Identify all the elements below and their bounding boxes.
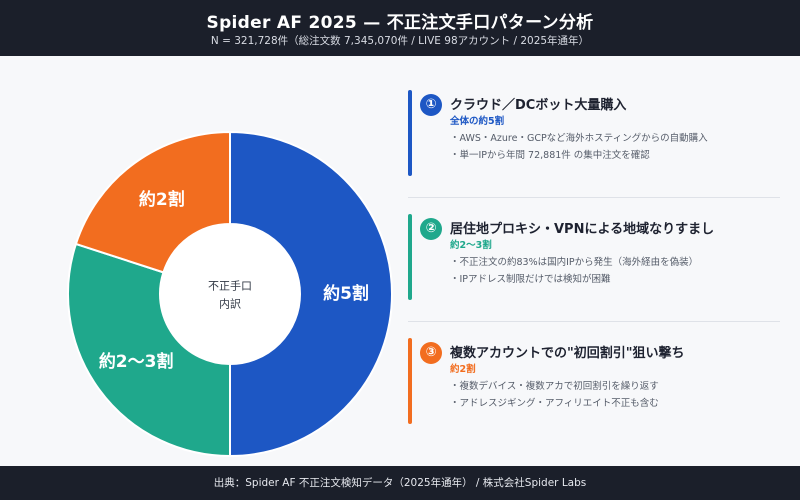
slice-label-2: 約2〜3割 — [99, 351, 174, 372]
pattern-item-proxy-vpn: ② 居住地プロキシ・VPNによる地域なりすまし 約2〜3割 ・不正注文の約83%… — [408, 210, 780, 322]
number-badge: ③ — [420, 342, 442, 364]
slice-label-1: 約5割 — [323, 283, 369, 304]
pattern-bullet: ・単一IPから年間 72,881件 の集中注文を確認 — [450, 150, 650, 161]
footer-source: 出典：Spider AF 不正注文検知データ（2025年通年） / 株式会社Sp… — [0, 466, 800, 500]
number-badge: ① — [420, 94, 442, 116]
pattern-share: 約2割 — [450, 364, 476, 375]
accent-bar — [408, 214, 412, 300]
page-title: Spider AF 2025 — 不正注文手口パターン分析 — [206, 13, 594, 33]
accent-bar — [408, 90, 412, 176]
center-label-line-2: 内訳 — [219, 297, 241, 311]
pattern-bullet: ・複数デバイス・複数アカで初回割引を繰り返す — [450, 381, 659, 392]
pattern-item-multi-account: ③ 複数アカウントでの"初回割引"狙い撃ち 約2割 ・複数デバイス・複数アカで初… — [408, 334, 780, 446]
pattern-title: 複数アカウントでの"初回割引"狙い撃ち — [450, 346, 685, 361]
pattern-title: 居住地プロキシ・VPNによる地域なりすまし — [450, 222, 715, 237]
slice-label-3: 約2割 — [139, 189, 185, 210]
center-label-line-1: 不正手口 — [208, 279, 252, 293]
pattern-share: 全体の約5割 — [450, 116, 505, 127]
pattern-bullet: ・不正注文の約83%は国内IPから発生（海外経由を偽装） — [450, 257, 699, 268]
donut-hole — [160, 224, 300, 364]
pattern-item-cloud-bot: ① クラウド／DCボット大量購入 全体の約5割 ・AWS・Azure・GCPなど… — [408, 86, 780, 198]
divider — [408, 197, 780, 198]
pattern-bullet: ・AWS・Azure・GCPなど海外ホスティングからの自動購入 — [450, 133, 708, 144]
page-subtitle: N = 321,728件（総注文数 7,345,070件 / LIVE 98アカ… — [210, 35, 590, 47]
pattern-bullet: ・IPアドレス制限だけでは検知が困難 — [450, 274, 611, 285]
number-badge: ② — [420, 218, 442, 240]
accent-bar — [408, 338, 412, 424]
divider — [408, 321, 780, 322]
donut-chart: 約5割約2〜3割 約2割不正手口内訳 — [60, 124, 400, 464]
pattern-title: クラウド／DCボット大量購入 — [450, 98, 627, 113]
pattern-bullet: ・アドレスジギング・アフィリエイト不正も含む — [450, 398, 659, 409]
header: Spider AF 2025 — 不正注文手口パターン分析 N = 321,72… — [0, 0, 800, 56]
pattern-list: ① クラウド／DCボット大量購入 全体の約5割 ・AWS・Azure・GCPなど… — [408, 86, 780, 446]
pattern-share: 約2〜3割 — [450, 240, 492, 251]
